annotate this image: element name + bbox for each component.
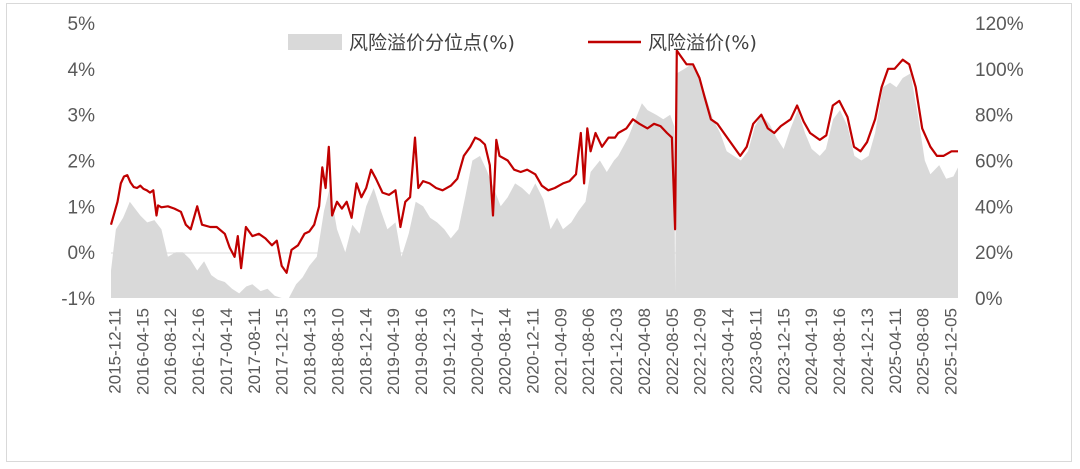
x-tick-label: 2020-12-11 (523, 308, 542, 394)
x-tick-label: 2025-04-11 (886, 308, 905, 394)
x-axis-ticks: 2015-12-11 2016-04-15 2016-08-12 2016-12-16… (105, 308, 960, 395)
x-tick-label: 2023-04-14 (719, 308, 738, 395)
x-tick-label: 2018-04-13 (301, 308, 320, 395)
legend-line-label: 风险溢价(%) (648, 32, 757, 54)
x-tick-label: 2020-08-14 (496, 308, 515, 395)
left-tick-label: 2% (68, 152, 96, 173)
right-tick-label: 60% (975, 152, 1013, 173)
left-axis-ticks: -1% 0% 1% 2% 3% 4% 5% (61, 14, 95, 310)
premium-line-layer (109, 49, 958, 274)
x-tick-label: 2025-12-05 (941, 308, 960, 395)
left-tick-label: 1% (68, 197, 96, 218)
right-tick-label: 100% (975, 60, 1024, 81)
x-tick-label: 2015-12-11 (105, 308, 124, 394)
right-axis-ticks: 0% 20% 40% 60% 80% 100% 120% (975, 14, 1024, 310)
x-tick-label: 2022-08-05 (663, 308, 682, 395)
x-tick-label: 2021-12-03 (607, 308, 626, 395)
x-tick-label: 2021-04-09 (551, 308, 570, 395)
x-tick-label: 2018-12-14 (356, 308, 375, 395)
x-tick-label: 2019-04-19 (384, 308, 403, 395)
x-tick-label: 2022-12-09 (691, 308, 710, 395)
left-tick-label: 0% (68, 243, 96, 264)
left-tick-label: 4% (68, 60, 96, 81)
right-tick-label: 80% (975, 106, 1013, 127)
percentile-area-layer (111, 64, 958, 298)
x-tick-label: 2019-12-13 (440, 308, 459, 395)
x-tick-label: 2022-04-08 (635, 308, 654, 395)
x-tick-label: 2017-04-14 (217, 308, 236, 395)
premium-line (109, 49, 958, 274)
legend: 风险溢价分位点(%) 风险溢价(%) (288, 32, 757, 54)
legend-area-label: 风险溢价分位点(%) (349, 32, 515, 54)
right-tick-label: 40% (975, 197, 1013, 218)
left-tick-label: -1% (61, 289, 95, 310)
percentile-area (111, 64, 958, 298)
x-tick-label: 2016-12-16 (189, 308, 208, 395)
x-tick-label: 2017-08-11 (245, 308, 264, 394)
x-tick-label: 2016-04-15 (133, 308, 152, 395)
x-tick-label: 2021-08-06 (579, 308, 598, 395)
right-tick-label: 120% (975, 14, 1024, 35)
x-tick-label: 2019-08-16 (412, 308, 431, 395)
chart-frame (6, 3, 1072, 462)
left-tick-label: 3% (68, 106, 96, 127)
x-tick-label: 2023-08-11 (746, 308, 765, 394)
x-tick-label: 2018-08-10 (328, 308, 347, 395)
x-tick-label: 2016-08-12 (161, 308, 180, 395)
right-tick-label: 20% (975, 243, 1013, 264)
x-tick-label: 2024-08-16 (830, 308, 849, 395)
x-tick-label: 2024-12-13 (858, 308, 877, 395)
x-tick-label: 2017-12-15 (273, 308, 292, 395)
right-tick-label: 0% (975, 289, 1003, 310)
left-tick-label: 5% (68, 14, 96, 35)
x-tick-label: 2024-04-19 (802, 308, 821, 395)
x-tick-label: 2025-08-08 (914, 308, 933, 395)
x-tick-label: 2020-04-17 (468, 308, 487, 395)
legend-area-swatch (288, 34, 342, 50)
x-tick-label: 2023-12-15 (774, 308, 793, 395)
